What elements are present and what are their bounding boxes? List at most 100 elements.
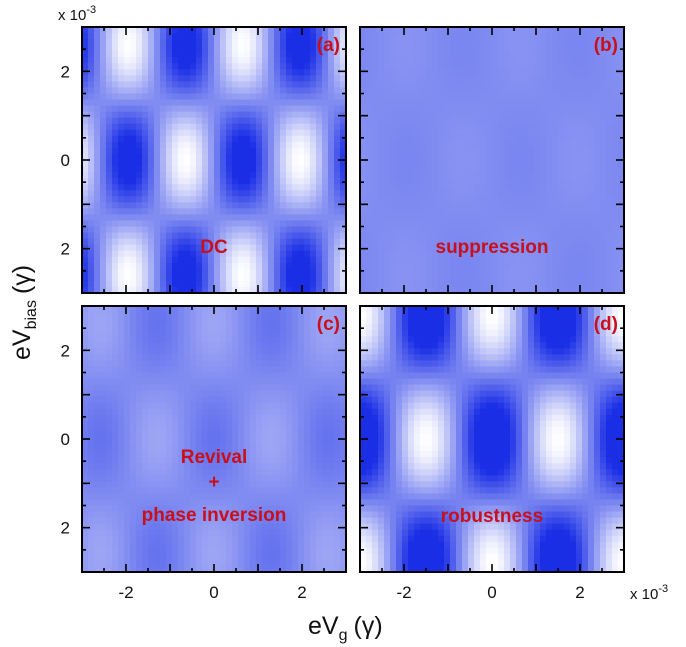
heatmap-cell: [492, 172, 499, 179]
heatmap-cell: [438, 147, 445, 155]
heatmap-cell: [304, 166, 311, 173]
heatmap-cell: [112, 372, 119, 380]
heatmap-cell: [516, 135, 523, 143]
heatmap-cell: [480, 274, 487, 282]
heatmap-cell: [286, 87, 293, 95]
heatmap-cell: [196, 226, 203, 234]
heatmap-cell: [160, 160, 167, 167]
heatmap-cell: [432, 208, 439, 216]
heatmap-cell: [334, 439, 341, 446]
heatmap-cell: [366, 172, 373, 179]
heatmap-cell: [468, 184, 475, 191]
heatmap-cell: [384, 51, 391, 58]
heatmap-cell: [280, 390, 287, 398]
heatmap-cell: [456, 99, 463, 107]
heatmap-cell: [88, 348, 95, 355]
heatmap-cell: [372, 214, 379, 222]
heatmap-cell: [184, 196, 191, 203]
heatmap-cell: [298, 372, 305, 380]
heatmap-cell: [378, 51, 385, 58]
heatmap-cell: [220, 451, 227, 458]
heatmap-cell: [534, 147, 541, 155]
heatmap-cell: [112, 178, 119, 185]
heatmap-cell: [322, 420, 329, 428]
heatmap-cell: [492, 63, 499, 70]
heatmap-cell: [426, 105, 433, 113]
heatmap-cell: [540, 166, 547, 173]
heatmap-cell: [462, 190, 469, 197]
heatmap-cell: [576, 51, 583, 58]
heatmap-cell: [576, 208, 583, 216]
heatmap-cell: [510, 33, 517, 40]
heatmap-cell: [262, 129, 269, 137]
heatmap-cell: [112, 57, 119, 64]
heatmap-cell: [322, 39, 329, 46]
heatmap-cell: [510, 262, 517, 270]
heatmap-cell: [516, 196, 523, 203]
heatmap-cell: [432, 105, 439, 113]
heatmap-cell: [130, 178, 137, 185]
heatmap-cell: [262, 105, 269, 113]
heatmap-cell: [112, 268, 119, 276]
heatmap-cell: [468, 147, 475, 155]
heatmap-cell: [88, 160, 95, 167]
heatmap-cell: [334, 286, 341, 294]
heatmap-cell: [558, 268, 565, 276]
heatmap-cell: [166, 105, 173, 113]
heatmap-cell: [196, 244, 203, 252]
heatmap-cell: [486, 27, 493, 34]
heatmap-cell: [184, 390, 191, 398]
heatmap-cell: [384, 33, 391, 40]
heatmap-cell: [220, 27, 227, 34]
heatmap-cell: [316, 190, 323, 197]
heatmap-cell: [594, 268, 601, 276]
heatmap-cell: [468, 256, 475, 264]
heatmap-cell: [106, 256, 113, 264]
heatmap-cell: [310, 226, 317, 234]
heatmap-cell: [178, 250, 185, 258]
heatmap-cell: [88, 366, 95, 374]
heatmap-cell: [468, 57, 475, 64]
heatmap-cell: [480, 117, 487, 125]
heatmap-cell: [256, 348, 263, 355]
heatmap-cell: [516, 268, 523, 276]
heatmap-cell: [148, 451, 155, 458]
heatmap-cell: [432, 99, 439, 107]
heatmap-cell: [498, 220, 505, 228]
heatmap-cell: [250, 250, 257, 258]
heatmap-cell: [510, 280, 517, 288]
heatmap-cell: [100, 93, 107, 101]
heatmap-cell: [100, 33, 107, 40]
heatmap-cell: [268, 414, 275, 422]
heatmap-cell: [208, 372, 215, 380]
heatmap-cell: [334, 250, 341, 258]
heatmap-cell: [534, 286, 541, 294]
heatmap-cell: [214, 342, 221, 349]
heatmap-cell: [184, 457, 191, 464]
heatmap-cell: [82, 141, 89, 149]
heatmap-cell: [310, 99, 317, 107]
heatmap-cell: [256, 238, 263, 246]
heatmap-cell: [426, 202, 433, 209]
heatmap-cell: [172, 256, 179, 264]
heatmap-cell: [142, 81, 149, 89]
heatmap-cell: [378, 220, 385, 228]
heatmap-cell: [328, 384, 335, 392]
heatmap-cell: [268, 208, 275, 216]
heatmap-cell: [468, 160, 475, 167]
heatmap-cell: [522, 63, 529, 70]
heatmap-cell: [208, 160, 215, 167]
heatmap-cell: [220, 366, 227, 374]
heatmap-cell: [408, 280, 415, 288]
heatmap-cell: [238, 250, 245, 258]
heatmap-cell: [486, 226, 493, 234]
heatmap-cell: [160, 274, 167, 282]
heatmap-cell: [606, 286, 613, 294]
heatmap-cell: [178, 135, 185, 143]
heatmap-cell: [450, 172, 457, 179]
heatmap-cell: [82, 202, 89, 209]
heatmap-cell: [390, 274, 397, 282]
heatmap-cell: [504, 69, 511, 76]
heatmap-cell: [504, 202, 511, 209]
heatmap-cell: [160, 324, 167, 331]
